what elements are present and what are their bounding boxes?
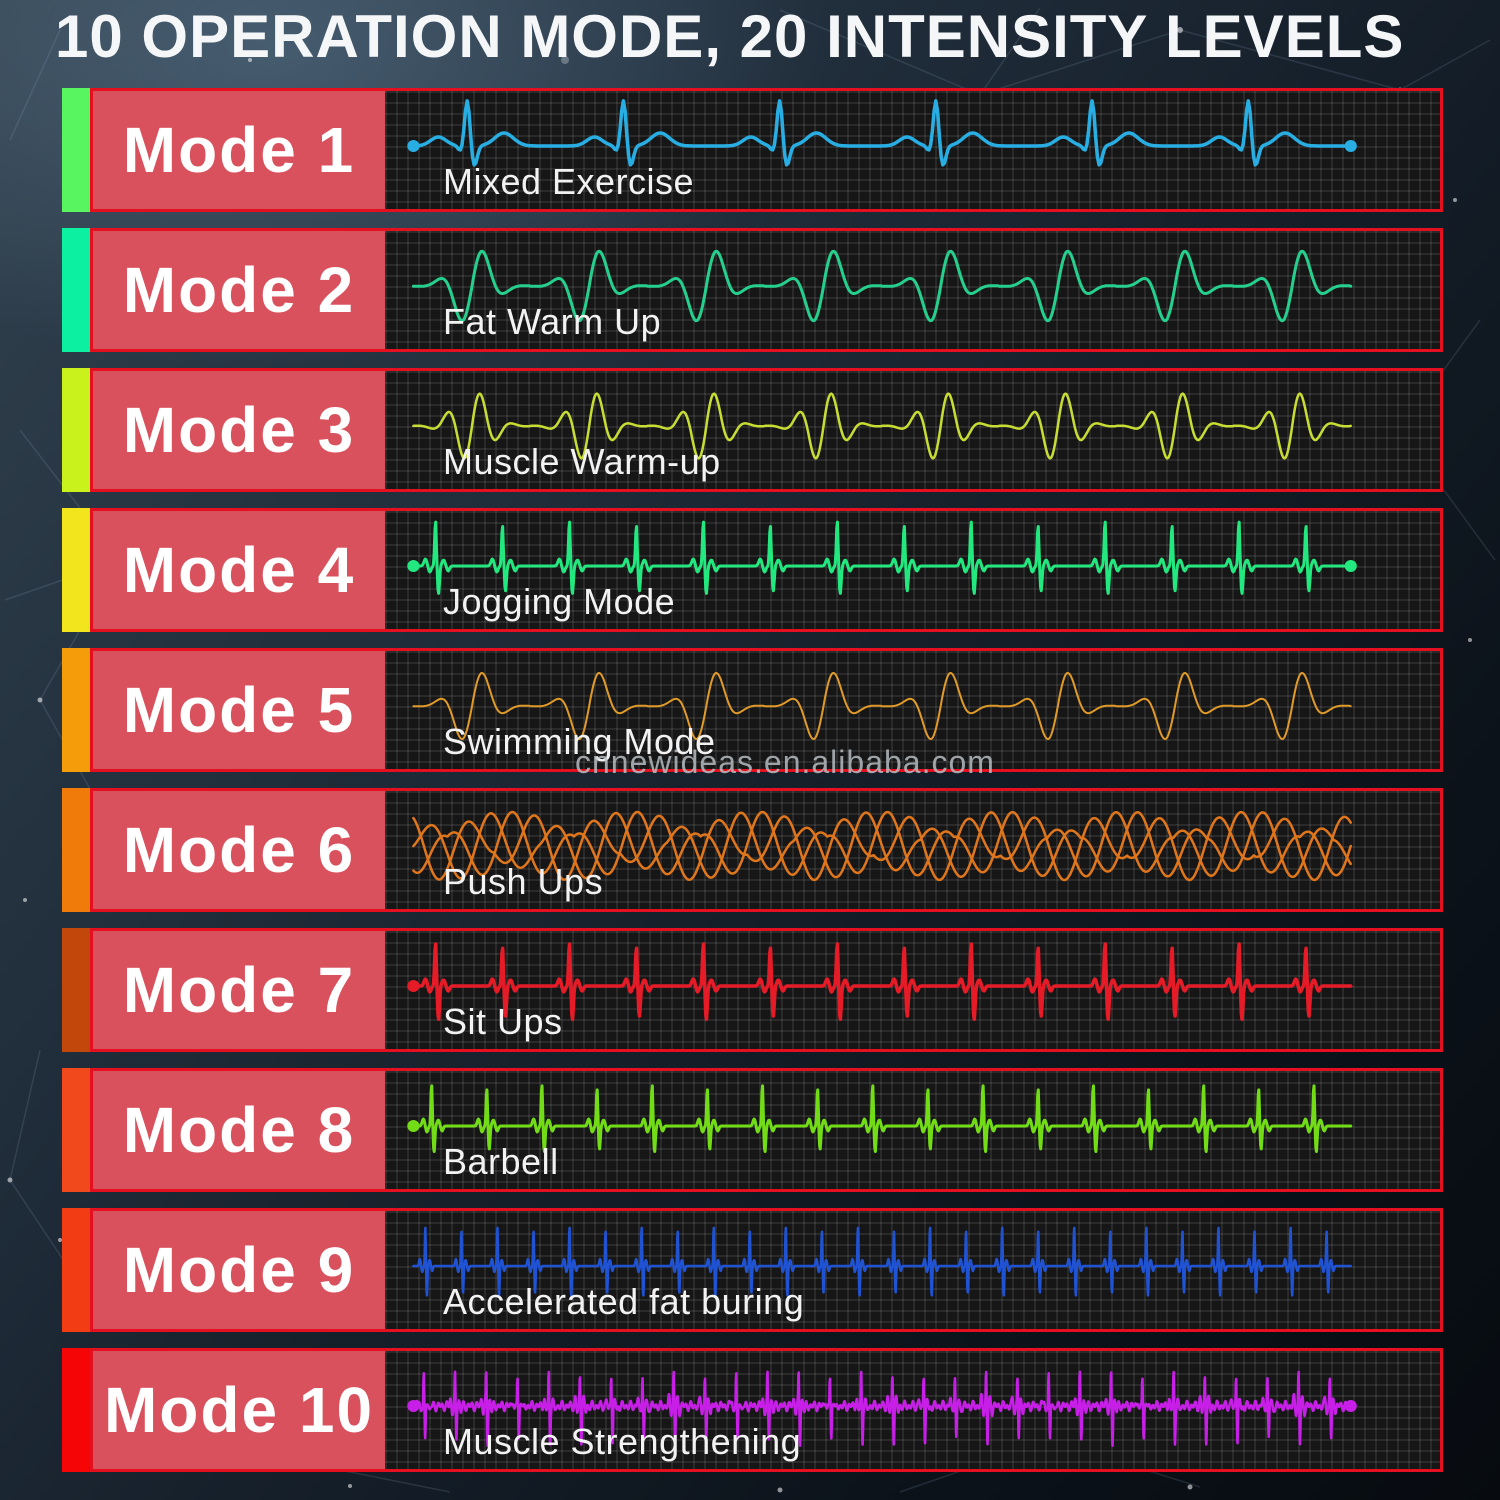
mode-box: Mode 7 Sit Ups <box>90 928 1443 1052</box>
waveform <box>412 392 1352 460</box>
waveform <box>407 942 1353 1022</box>
waveform <box>407 1370 1357 1448</box>
waveform <box>412 672 1352 740</box>
waveform-panel: Swimming Mode <box>385 651 1440 769</box>
waveform-panel: Muscle Strengthening <box>385 1351 1440 1469</box>
mode-box: Mode 5 Swimming Mode <box>90 648 1443 772</box>
waveform-panel: Accelerated fat buring <box>385 1211 1440 1329</box>
intensity-bar <box>62 1348 90 1472</box>
waveform <box>407 99 1357 167</box>
mode-label: Mode 10 <box>93 1351 385 1469</box>
exercise-label: Muscle Warm-up <box>443 441 721 482</box>
mode-row-10: Mode 10 Muscle Strengthening <box>62 1348 1443 1472</box>
mode-row-1: Mode 1 Mixed Exercise <box>62 88 1443 212</box>
exercise-label: Fat Warm Up <box>443 301 662 342</box>
mode-list: Mode 1 Mixed Exercise Mode 2 Fat Warm Up… <box>62 88 1443 1472</box>
mode-label: Mode 1 <box>93 91 385 209</box>
exercise-label: Jogging Mode <box>443 581 676 622</box>
intensity-bar <box>62 928 90 1052</box>
mode-row-2: Mode 2 Fat Warm Up <box>62 228 1443 352</box>
mode-row-9: Mode 9 Accelerated fat buring <box>62 1208 1443 1332</box>
mode-box: Mode 8 Barbell <box>90 1068 1443 1192</box>
waveform-panel: Muscle Warm-up <box>385 371 1440 489</box>
intensity-bar <box>62 228 90 352</box>
mode-label: Mode 6 <box>93 791 385 909</box>
mode-box: Mode 10 Muscle Strengthening <box>90 1348 1443 1472</box>
mode-label: Mode 7 <box>93 931 385 1049</box>
mode-label: Mode 9 <box>93 1211 385 1329</box>
mode-box: Mode 6 Push Ups <box>90 788 1443 912</box>
mode-box: Mode 3 Muscle Warm-up <box>90 368 1443 492</box>
mode-box: Mode 1 Mixed Exercise <box>90 88 1443 212</box>
waveform <box>411 249 1353 323</box>
mode-row-6: Mode 6 Push Ups <box>62 788 1443 912</box>
exercise-label: Push Ups <box>443 861 604 902</box>
mode-box: Mode 9 Accelerated fat buring <box>90 1208 1443 1332</box>
intensity-bar <box>62 788 90 912</box>
intensity-bar <box>62 648 90 772</box>
waveform-panel: Push Ups <box>385 791 1440 909</box>
mode-row-8: Mode 8 Barbell <box>62 1068 1443 1192</box>
mode-label: Mode 8 <box>93 1071 385 1189</box>
waveform-panel: Mixed Exercise <box>385 91 1440 209</box>
mode-box: Mode 4 Jogging Mode <box>90 508 1443 632</box>
waveform-panel: Fat Warm Up <box>385 231 1440 349</box>
waveform-panel: Barbell <box>385 1071 1440 1189</box>
waveform <box>412 1226 1352 1297</box>
exercise-label: Swimming Mode <box>443 721 716 762</box>
intensity-bar <box>62 1068 90 1192</box>
waveform <box>407 520 1357 595</box>
mode-label: Mode 4 <box>93 511 385 629</box>
mode-row-5: Mode 5 Swimming Mode <box>62 648 1443 772</box>
mode-row-4: Mode 4 Jogging Mode <box>62 508 1443 632</box>
exercise-label: Accelerated fat buring <box>443 1281 805 1322</box>
watermark: cnnewideas.en.alibaba.com <box>575 744 995 780</box>
exercise-label: Sit Ups <box>443 1001 563 1042</box>
waveform <box>407 1084 1353 1153</box>
waveform <box>412 810 1352 882</box>
intensity-bar <box>62 1208 90 1332</box>
exercise-label: Barbell <box>443 1141 559 1182</box>
intensity-bar <box>62 88 90 212</box>
mode-label: Mode 2 <box>93 231 385 349</box>
intensity-bar <box>62 368 90 492</box>
page-title: 10 OPERATION MODE, 20 INTENSITY LEVELS <box>55 3 1405 70</box>
exercise-label: Mixed Exercise <box>443 161 695 202</box>
mode-label: Mode 5 <box>93 651 385 769</box>
mode-label: Mode 3 <box>93 371 385 489</box>
intensity-bar <box>62 508 90 632</box>
mode-box: Mode 2 Fat Warm Up <box>90 228 1443 352</box>
exercise-label: Muscle Strengthening <box>443 1421 802 1462</box>
mode-row-7: Mode 7 Sit Ups <box>62 928 1443 1052</box>
mode-row-3: Mode 3 Muscle Warm-up <box>62 368 1443 492</box>
waveform-panel: Jogging Mode <box>385 511 1440 629</box>
waveform-panel: Sit Ups <box>385 931 1440 1049</box>
